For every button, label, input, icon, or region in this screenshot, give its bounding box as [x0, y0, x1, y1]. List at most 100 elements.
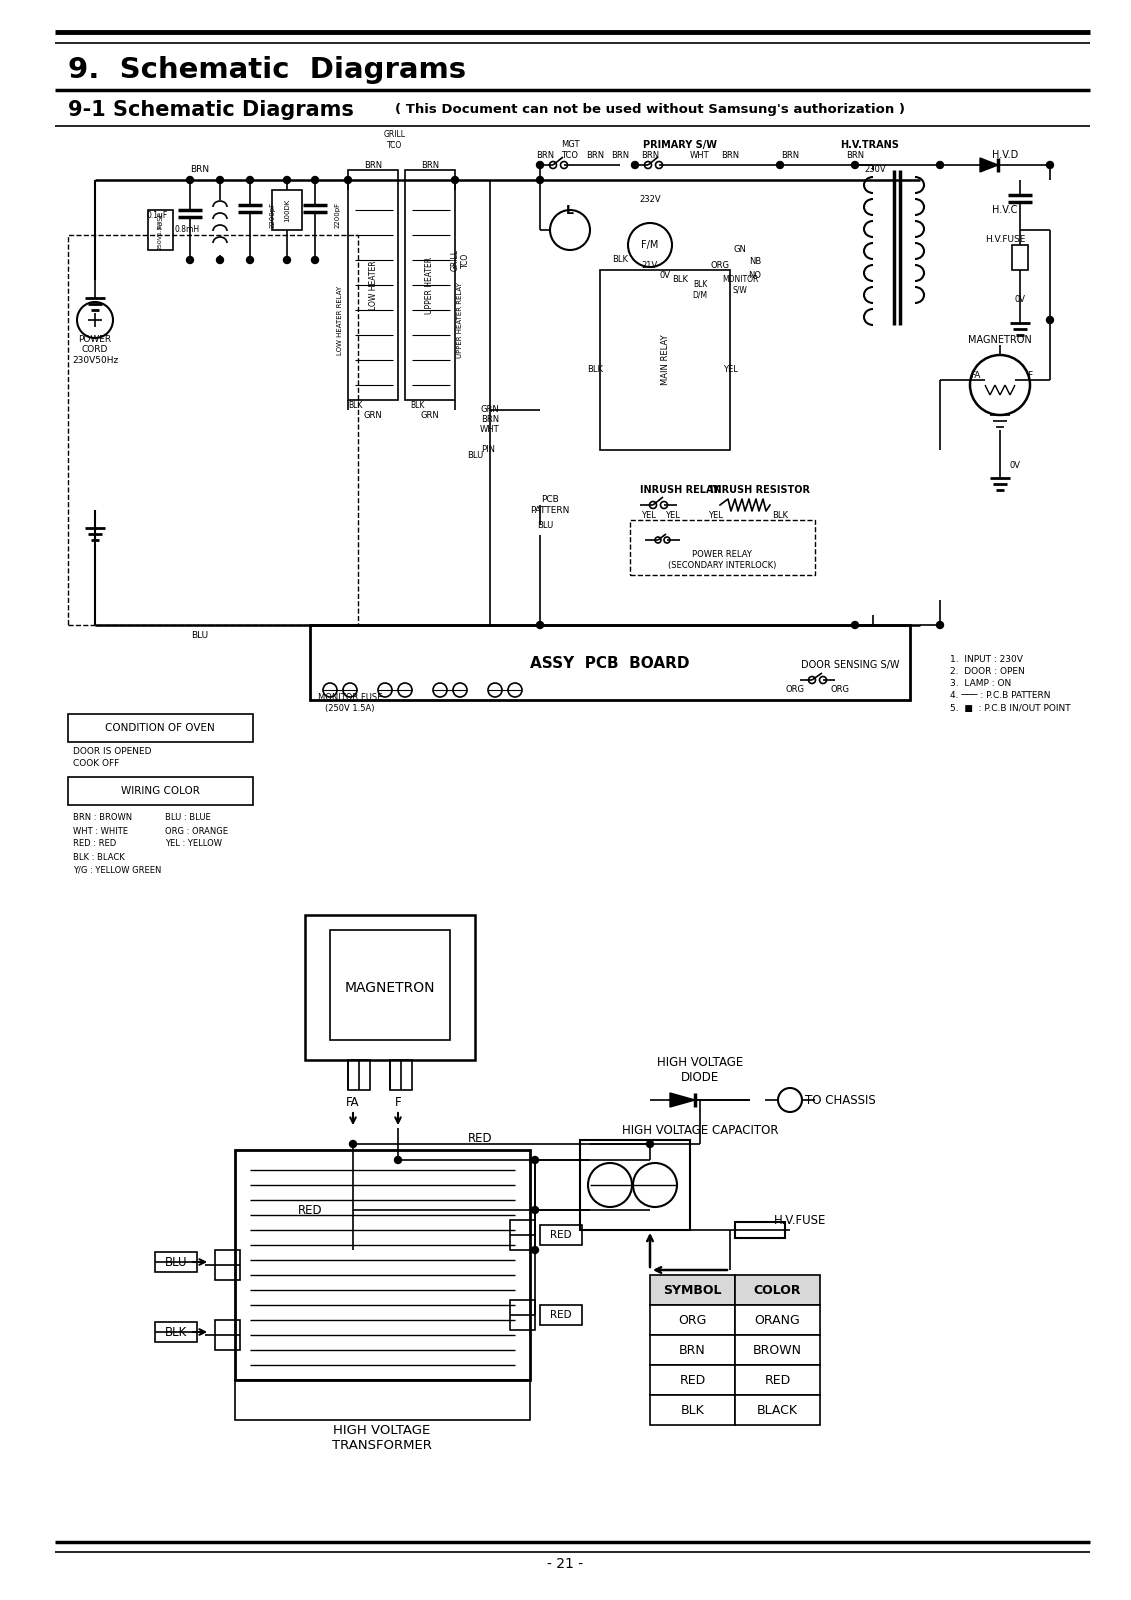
Text: LOW HEATER RELAY: LOW HEATER RELAY — [337, 285, 343, 355]
Circle shape — [1046, 162, 1053, 168]
Text: PCB
PATTERN: PCB PATTERN — [530, 496, 570, 515]
Text: 0V: 0V — [1010, 461, 1021, 469]
Text: BLK: BLK — [165, 1325, 187, 1339]
Text: 250V1.5A: 250V1.5A — [157, 219, 163, 250]
Text: BRN: BRN — [846, 150, 864, 160]
Text: MONITOR FUSE
(250V 1.5A): MONITOR FUSE (250V 1.5A) — [318, 693, 382, 712]
Circle shape — [777, 162, 784, 168]
Bar — [735, 1395, 820, 1426]
Text: RED: RED — [765, 1373, 791, 1387]
Bar — [68, 714, 253, 742]
Text: 3.  LAMP : ON: 3. LAMP : ON — [950, 680, 1011, 688]
Text: - 21 -: - 21 - — [547, 1557, 584, 1571]
Text: H.V.FUSE: H.V.FUSE — [774, 1213, 826, 1227]
Text: BLK: BLK — [411, 400, 424, 410]
Bar — [68, 778, 253, 805]
Circle shape — [532, 1206, 538, 1213]
Text: 0.1uF: 0.1uF — [147, 211, 169, 219]
Text: ORG: ORG — [786, 685, 804, 694]
Text: H.V.C: H.V.C — [992, 205, 1018, 214]
Text: RED: RED — [297, 1203, 322, 1216]
Text: BLK: BLK — [681, 1403, 705, 1416]
Text: NB: NB — [749, 258, 761, 267]
Bar — [235, 1379, 530, 1421]
Bar — [330, 930, 450, 1040]
Bar — [405, 170, 455, 400]
Text: 2200pF: 2200pF — [270, 202, 276, 229]
Text: H.V.FUSE: H.V.FUSE — [985, 235, 1025, 245]
Bar — [271, 190, 302, 230]
Text: HIGH VOLTAGE
TRANSFORMER: HIGH VOLTAGE TRANSFORMER — [333, 1424, 432, 1453]
Text: ORG: ORG — [830, 685, 849, 694]
Text: COOK OFF: COOK OFF — [74, 760, 119, 768]
Text: BRN: BRN — [720, 150, 739, 160]
Text: RED: RED — [550, 1230, 572, 1240]
Bar — [155, 1322, 197, 1342]
Bar — [735, 1275, 820, 1306]
Circle shape — [284, 176, 291, 184]
Text: HIGH VOLTAGE
DIODE: HIGH VOLTAGE DIODE — [657, 1056, 743, 1085]
Text: RED: RED — [550, 1310, 572, 1320]
Text: MAGNETRON: MAGNETRON — [968, 334, 1031, 346]
Text: 230V: 230V — [864, 165, 886, 174]
Bar — [215, 1320, 240, 1350]
Text: INRUSH RESISTOR: INRUSH RESISTOR — [710, 485, 810, 494]
Text: RED: RED — [680, 1373, 706, 1387]
Bar — [310, 626, 910, 701]
Circle shape — [852, 621, 858, 629]
Text: BLK: BLK — [587, 365, 603, 374]
Text: 2200pF: 2200pF — [335, 202, 342, 229]
Text: ORG: ORG — [679, 1314, 707, 1326]
Text: MAGNETRON: MAGNETRON — [345, 981, 435, 995]
Text: FA: FA — [969, 371, 981, 379]
Text: BRN: BRN — [190, 165, 209, 174]
Polygon shape — [670, 1093, 696, 1107]
Text: 1.  INPUT : 230V: 1. INPUT : 230V — [950, 656, 1022, 664]
Circle shape — [187, 256, 193, 264]
Text: FUSE: FUSE — [157, 211, 163, 229]
Text: 0.8mH: 0.8mH — [175, 226, 200, 235]
Circle shape — [1046, 317, 1053, 323]
Circle shape — [536, 176, 544, 184]
Text: BRN : BROWN: BRN : BROWN — [74, 813, 132, 822]
Text: BLU: BLU — [191, 630, 208, 640]
Text: BRN: BRN — [780, 150, 800, 160]
Text: YEL: YEL — [723, 365, 737, 374]
Text: BROWN: BROWN — [753, 1344, 802, 1357]
Text: 0V: 0V — [659, 270, 671, 280]
Text: 4. ─── : P.C.B PATTERN: 4. ─── : P.C.B PATTERN — [950, 691, 1051, 701]
Bar — [650, 1365, 735, 1395]
Bar — [650, 1395, 735, 1426]
Text: 0V: 0V — [1015, 296, 1026, 304]
Text: BLK: BLK — [672, 275, 688, 285]
Polygon shape — [979, 158, 998, 171]
Circle shape — [311, 176, 319, 184]
Circle shape — [395, 1157, 402, 1163]
Text: YEL: YEL — [708, 510, 723, 520]
Circle shape — [284, 256, 291, 264]
Text: 9.  Schematic  Diagrams: 9. Schematic Diagrams — [68, 56, 466, 83]
Bar — [390, 1059, 412, 1090]
Text: L: L — [566, 203, 575, 216]
Bar — [650, 1334, 735, 1365]
Circle shape — [247, 256, 253, 264]
Text: GRN: GRN — [421, 411, 439, 419]
Text: RED: RED — [468, 1131, 492, 1144]
Circle shape — [852, 162, 858, 168]
Bar — [650, 1306, 735, 1334]
Text: ( This Document can not be used without Samsung's authorization ): ( This Document can not be used without … — [395, 104, 905, 117]
Text: ORANG: ORANG — [754, 1314, 801, 1326]
Text: WIRING COLOR: WIRING COLOR — [121, 786, 199, 795]
Text: BLU: BLU — [467, 451, 483, 459]
Text: SYMBOL: SYMBOL — [663, 1283, 722, 1296]
Text: YEL: YEL — [640, 510, 656, 520]
Circle shape — [311, 256, 319, 264]
Text: BRN: BRN — [586, 150, 604, 160]
Text: 232V: 232V — [639, 195, 661, 205]
Text: BRN: BRN — [679, 1344, 706, 1357]
Text: BRN: BRN — [611, 150, 629, 160]
Text: BRN: BRN — [641, 150, 659, 160]
Text: DOOR SENSING S/W: DOOR SENSING S/W — [801, 659, 899, 670]
Text: 21V: 21V — [642, 261, 658, 269]
Text: Y/G : YELLOW GREEN: Y/G : YELLOW GREEN — [74, 866, 162, 875]
